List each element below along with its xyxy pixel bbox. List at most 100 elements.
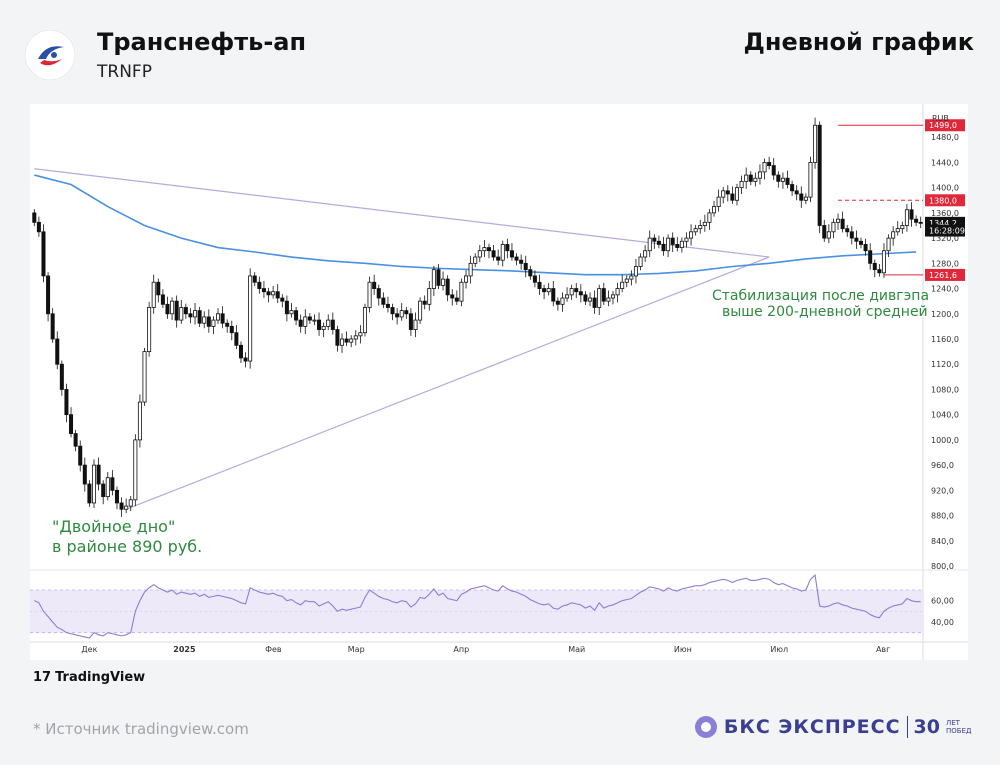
candle bbox=[505, 238, 510, 259]
candle-body bbox=[496, 256, 501, 261]
candle bbox=[395, 308, 400, 325]
ma200-line bbox=[34, 174, 917, 276]
candle-body bbox=[275, 291, 280, 299]
candle bbox=[822, 219, 827, 242]
candle bbox=[721, 187, 726, 204]
candle bbox=[46, 272, 51, 322]
candle-body bbox=[376, 288, 381, 299]
candle-body bbox=[133, 439, 138, 501]
rsi-tick-label: 60,00 bbox=[931, 597, 954, 606]
candle bbox=[730, 186, 735, 205]
candle-body bbox=[418, 300, 423, 321]
candle-body bbox=[234, 332, 239, 346]
candle bbox=[372, 274, 377, 295]
candle bbox=[712, 200, 717, 217]
annotation-double-bottom-line1: "Двойное дно" bbox=[52, 517, 175, 536]
candle bbox=[767, 156, 772, 170]
candle bbox=[101, 480, 106, 505]
candle-body bbox=[675, 244, 680, 248]
month-label: Дек bbox=[81, 645, 97, 654]
candle bbox=[615, 282, 620, 303]
trend-line bbox=[125, 256, 770, 510]
currency-label: RUB bbox=[932, 114, 949, 123]
candle-body bbox=[858, 240, 864, 245]
candle bbox=[165, 296, 170, 319]
candle bbox=[574, 282, 579, 299]
candle bbox=[633, 258, 638, 284]
candle-body bbox=[785, 177, 790, 185]
candle-body bbox=[532, 275, 537, 283]
candle-body bbox=[803, 196, 808, 201]
candle bbox=[877, 263, 882, 277]
candle bbox=[362, 303, 367, 337]
candle-body bbox=[652, 237, 657, 242]
candle-body bbox=[50, 313, 55, 340]
candle bbox=[606, 290, 611, 307]
candle bbox=[156, 278, 161, 303]
candle bbox=[643, 245, 648, 263]
candle-body bbox=[638, 256, 643, 267]
candle-body bbox=[238, 344, 243, 359]
y-tick-label: 1200,0 bbox=[931, 310, 959, 319]
candle-body bbox=[578, 291, 583, 296]
candle-body bbox=[353, 335, 358, 340]
candle bbox=[551, 280, 556, 307]
candle bbox=[385, 296, 390, 313]
candle bbox=[105, 472, 110, 501]
candle bbox=[59, 360, 64, 396]
candle-body bbox=[813, 124, 818, 163]
candle bbox=[114, 486, 119, 510]
candle bbox=[748, 171, 753, 186]
candle bbox=[808, 156, 813, 203]
candle-body bbox=[721, 190, 726, 198]
candle bbox=[170, 297, 175, 321]
candle-body bbox=[633, 266, 638, 277]
candle-body bbox=[836, 218, 841, 223]
candle-body bbox=[381, 297, 386, 305]
candle bbox=[408, 308, 413, 336]
chart-kind-title: Дневной график bbox=[743, 28, 975, 56]
candle bbox=[588, 292, 593, 307]
candle bbox=[725, 185, 730, 202]
candle bbox=[799, 186, 804, 208]
candle bbox=[500, 240, 505, 267]
candle bbox=[307, 313, 312, 324]
candle-body bbox=[454, 297, 459, 302]
candle bbox=[91, 459, 97, 508]
candle-body bbox=[698, 225, 703, 230]
candle bbox=[666, 234, 671, 258]
candle bbox=[464, 270, 469, 289]
candle bbox=[193, 303, 198, 325]
candle bbox=[344, 331, 349, 346]
candle-body bbox=[284, 300, 289, 315]
candle-body bbox=[160, 294, 165, 305]
candle-body bbox=[601, 288, 606, 302]
candle-body bbox=[762, 162, 767, 173]
candle-body bbox=[877, 269, 882, 274]
candle-body bbox=[211, 319, 216, 327]
y-tick-label: 1280,0 bbox=[931, 259, 959, 268]
candle bbox=[886, 234, 891, 258]
price-badge: 1380,0 bbox=[925, 194, 965, 207]
candle bbox=[918, 216, 923, 229]
candle-body bbox=[431, 269, 436, 289]
candle-body bbox=[569, 288, 574, 296]
candle bbox=[160, 289, 165, 309]
candle-body bbox=[179, 307, 184, 321]
candle bbox=[459, 278, 464, 307]
candle-body bbox=[588, 297, 593, 302]
candle bbox=[436, 263, 441, 290]
candle bbox=[849, 226, 854, 245]
chart-area[interactable]: 800,0 840,0 880,0 920,0 960,0 1000,0 1040,0 108… bbox=[30, 104, 968, 660]
candle bbox=[294, 306, 299, 326]
candle bbox=[280, 294, 285, 308]
candle-body bbox=[280, 297, 285, 302]
candle-body bbox=[124, 505, 129, 510]
candle bbox=[349, 335, 354, 348]
price-chart[interactable]: 800,0 840,0 880,0 920,0 960,0 1000,0 1040,0 108… bbox=[30, 104, 968, 660]
candle bbox=[675, 236, 680, 252]
candle-body bbox=[725, 190, 730, 195]
candle-body bbox=[891, 231, 896, 239]
candle-body bbox=[216, 313, 221, 321]
y-tick-label: 1080,0 bbox=[931, 385, 959, 394]
